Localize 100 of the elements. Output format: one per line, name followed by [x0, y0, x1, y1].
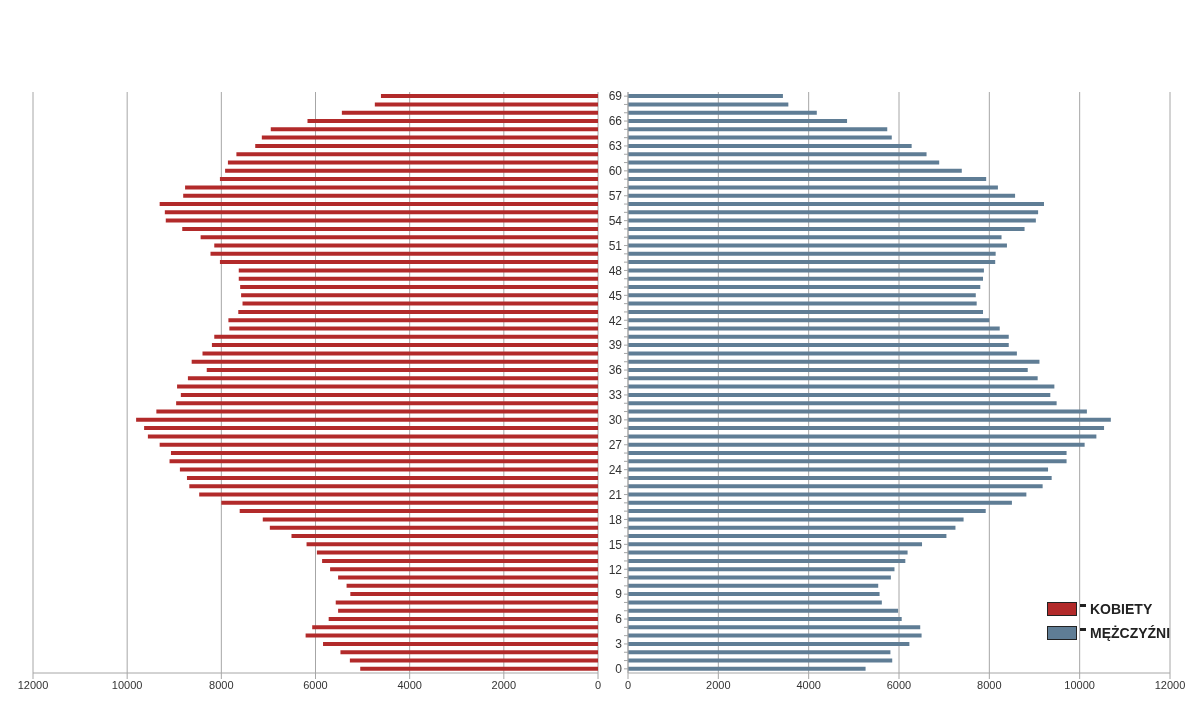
- y-tick-label: 24: [608, 462, 623, 477]
- bar: [219, 260, 598, 265]
- y-tick-label: 18: [608, 512, 623, 527]
- bar: [147, 434, 598, 439]
- bar: [165, 218, 598, 223]
- bar: [202, 351, 598, 356]
- bar: [628, 459, 1067, 464]
- bar: [628, 301, 977, 306]
- bar: [380, 94, 598, 99]
- bar: [628, 633, 922, 638]
- bar: [628, 110, 817, 115]
- bar: [306, 542, 598, 547]
- bar: [628, 658, 893, 663]
- bar: [307, 118, 598, 123]
- bar: [628, 525, 956, 530]
- bar: [628, 268, 984, 273]
- bar: [189, 484, 598, 489]
- bar: [136, 417, 598, 422]
- y-tick-label: 69: [608, 89, 623, 104]
- bar: [338, 575, 598, 580]
- bar: [628, 625, 921, 630]
- bar: [628, 118, 848, 123]
- y-tick-label: 15: [608, 537, 623, 552]
- bar: [238, 268, 598, 273]
- bar: [628, 260, 996, 265]
- bar: [628, 359, 1040, 364]
- text: MĘŻCZYŹNI: [1090, 625, 1171, 641]
- bar: [628, 450, 1067, 455]
- bar: [628, 293, 976, 298]
- bar: [341, 110, 598, 115]
- bar: [628, 533, 947, 538]
- bar: [628, 94, 783, 99]
- y-tick-label: 36: [608, 363, 623, 378]
- bar: [159, 201, 598, 206]
- bar: [177, 384, 598, 389]
- bar: [628, 193, 1016, 198]
- y-tick-label: 6: [615, 612, 623, 627]
- bar: [262, 517, 598, 522]
- bar: [628, 558, 906, 563]
- bar: [200, 235, 598, 240]
- bar: [227, 160, 598, 165]
- bar: [628, 434, 1097, 439]
- bar: [628, 442, 1085, 447]
- bar: [236, 152, 598, 157]
- bar: [187, 376, 598, 381]
- bar: [628, 309, 984, 314]
- y-tick-label: 51: [608, 238, 623, 253]
- bar: [628, 334, 1009, 339]
- bar: [291, 533, 598, 538]
- bar: [164, 210, 598, 215]
- bar: [270, 127, 598, 132]
- bar: [628, 666, 866, 671]
- bar: [241, 293, 598, 298]
- bar: [335, 600, 598, 605]
- bar: [628, 650, 891, 655]
- bar: [269, 525, 598, 530]
- bar: [628, 401, 1057, 406]
- bar: [191, 359, 598, 364]
- bar: [628, 235, 1002, 240]
- bar: [628, 376, 1038, 381]
- bar: [628, 500, 1012, 505]
- x-tick-label: 0: [594, 678, 602, 691]
- bar: [211, 343, 598, 348]
- bar: [628, 201, 1044, 206]
- bar: [628, 542, 923, 547]
- bar: [628, 367, 1028, 372]
- bar: [628, 567, 895, 572]
- bar: [338, 608, 598, 613]
- bar: [628, 326, 1000, 331]
- bar: [628, 251, 996, 256]
- y-tick-label: 21: [608, 487, 623, 502]
- bar: [156, 409, 598, 414]
- bar: [206, 367, 598, 372]
- bar: [214, 334, 598, 339]
- y-tick-label: 57: [608, 189, 623, 204]
- bar: [628, 392, 1051, 397]
- bar: [628, 127, 888, 132]
- x-tick-label: 8000: [977, 678, 1002, 691]
- x-tick-label: 6000: [886, 678, 912, 691]
- bar: [628, 243, 1007, 248]
- bar: [316, 550, 598, 555]
- bar: [628, 276, 984, 281]
- bar: [360, 666, 598, 671]
- bar: [238, 276, 598, 281]
- bar: [349, 658, 598, 663]
- bar: [159, 442, 598, 447]
- y-tick-label: 27: [608, 438, 623, 453]
- y-tick-label: 0: [615, 662, 623, 677]
- y-tick-label: 3: [615, 637, 623, 652]
- bar: [628, 475, 1052, 480]
- x-tick-label: 10000: [1064, 678, 1095, 691]
- bar: [628, 351, 1017, 356]
- bar: [628, 284, 981, 289]
- bar: [628, 517, 964, 522]
- bar: [628, 102, 789, 107]
- bar: [238, 309, 598, 314]
- y-tick-label: 39: [608, 338, 623, 353]
- bar: [261, 135, 598, 140]
- bar: [225, 168, 598, 173]
- bar: [628, 550, 908, 555]
